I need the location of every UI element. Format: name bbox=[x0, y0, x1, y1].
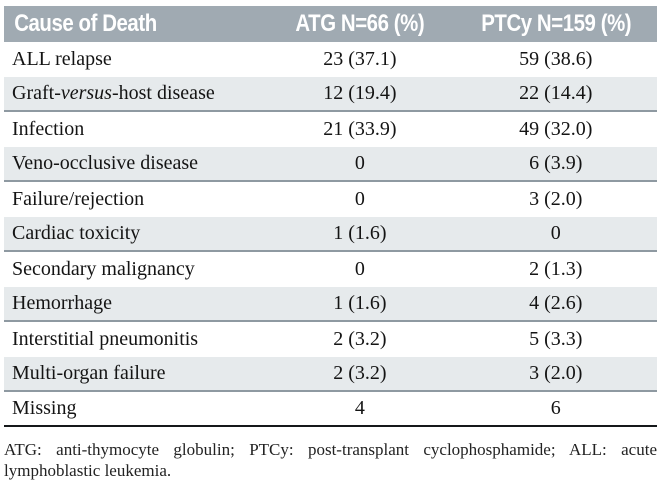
table-row-missing: Missing 4 6 bbox=[4, 392, 657, 427]
table-row-failure-rejection: Failure/rejection 0 3 (2.0) bbox=[4, 182, 657, 217]
atg-value-cell: 2 (3.2) bbox=[333, 362, 387, 384]
atg-value-cell: 1 (1.6) bbox=[333, 292, 387, 314]
table-row-gvhd: Graft-versus-host disease 12 (19.4) 22 (… bbox=[4, 77, 657, 112]
gvhd-label-pre: Graft- bbox=[12, 82, 61, 104]
table-row-multi-organ-failure: Multi-organ failure 2 (3.2) 3 (2.0) bbox=[4, 357, 657, 392]
header-label-atg: ATG N=66 (%) bbox=[295, 10, 425, 37]
cause-cell: Hemorrhage bbox=[12, 292, 112, 314]
cause-cell: Veno-occlusive disease bbox=[12, 152, 199, 174]
table-row-interstitial-pneumonitis: Interstitial pneumonitis 2 (3.2) 5 (3.3) bbox=[4, 322, 657, 357]
cause-cell: Graft-versus-host disease bbox=[4, 82, 265, 105]
atg-value-cell: 0 bbox=[354, 152, 365, 174]
table-row-cardiac-toxicity: Cardiac toxicity 1 (1.6) 0 bbox=[4, 217, 657, 252]
atg-value-cell: 23 (37.1) bbox=[323, 48, 397, 70]
table-row-infection: Infection 21 (33.9) 49 (32.0) bbox=[4, 112, 657, 147]
ptcy-value-cell: 22 (14.4) bbox=[519, 82, 593, 104]
header-cell-ptcy: PTCy N=159 (%) bbox=[455, 10, 657, 38]
ptcy-value-cell: 5 (3.3) bbox=[529, 328, 583, 350]
atg-value-cell: 2 (3.2) bbox=[333, 328, 387, 350]
cause-cell: Secondary malignancy bbox=[12, 258, 195, 280]
ptcy-value-cell: 6 (3.9) bbox=[529, 152, 583, 174]
footnote: ATG: anti-thymocyte globulin; PTCy: post… bbox=[4, 439, 657, 482]
ptcy-value-cell: 59 (38.6) bbox=[519, 48, 593, 70]
gvhd-label-post: -host disease bbox=[111, 82, 215, 104]
header-label-ptcy: PTCy N=159 (%) bbox=[480, 10, 631, 37]
ptcy-value-cell: 3 (2.0) bbox=[529, 362, 583, 384]
cause-cell: Multi-organ failure bbox=[12, 362, 166, 384]
table-row-all-relapse: ALL relapse 23 (37.1) 59 (38.6) bbox=[4, 42, 657, 77]
atg-value-cell: 12 (19.4) bbox=[323, 82, 397, 104]
table-row-hemorrhage: Hemorrhage 1 (1.6) 4 (2.6) bbox=[4, 287, 657, 322]
table-row-veno-occlusive: Veno-occlusive disease 0 6 (3.9) bbox=[4, 147, 657, 182]
ptcy-value-cell: 0 bbox=[550, 222, 561, 244]
atg-value-cell: 4 bbox=[354, 397, 365, 419]
atg-value-cell: 0 bbox=[354, 188, 365, 210]
table-row-secondary-malignancy: Secondary malignancy 0 2 (1.3) bbox=[4, 252, 657, 287]
atg-value-cell: 21 (33.9) bbox=[323, 118, 397, 140]
ptcy-value-cell: 2 (1.3) bbox=[529, 258, 583, 280]
footnote-line-2: lymphoblastic leukemia. bbox=[4, 461, 172, 481]
cause-of-death-table: Cause of Death ATG N=66 (%) PTCy N=159 (… bbox=[4, 6, 657, 427]
ptcy-value-cell: 4 (2.6) bbox=[529, 292, 583, 314]
cause-cell: Interstitial pneumonitis bbox=[12, 328, 199, 350]
header-cell-atg: ATG N=66 (%) bbox=[265, 10, 454, 38]
atg-value-cell: 1 (1.6) bbox=[333, 222, 387, 244]
cause-cell: ALL relapse bbox=[12, 48, 112, 70]
table-header-row: Cause of Death ATG N=66 (%) PTCy N=159 (… bbox=[4, 6, 657, 42]
header-cell-cause: Cause of Death bbox=[4, 10, 265, 38]
cause-cell: Infection bbox=[12, 118, 85, 140]
ptcy-value-cell: 3 (2.0) bbox=[529, 188, 583, 210]
atg-value-cell: 0 bbox=[354, 258, 365, 280]
cause-cell: Cardiac toxicity bbox=[12, 222, 141, 244]
cause-cell: Failure/rejection bbox=[12, 188, 145, 210]
ptcy-value-cell: 49 (32.0) bbox=[519, 118, 593, 140]
gvhd-label-italic: versus bbox=[60, 82, 112, 104]
footnote-line-1: ATG: anti-thymocyte globulin; PTCy: post… bbox=[4, 440, 657, 459]
header-label-cause: Cause of Death bbox=[14, 10, 157, 37]
cause-cell: Missing bbox=[12, 397, 77, 419]
ptcy-value-cell: 6 bbox=[550, 397, 561, 419]
